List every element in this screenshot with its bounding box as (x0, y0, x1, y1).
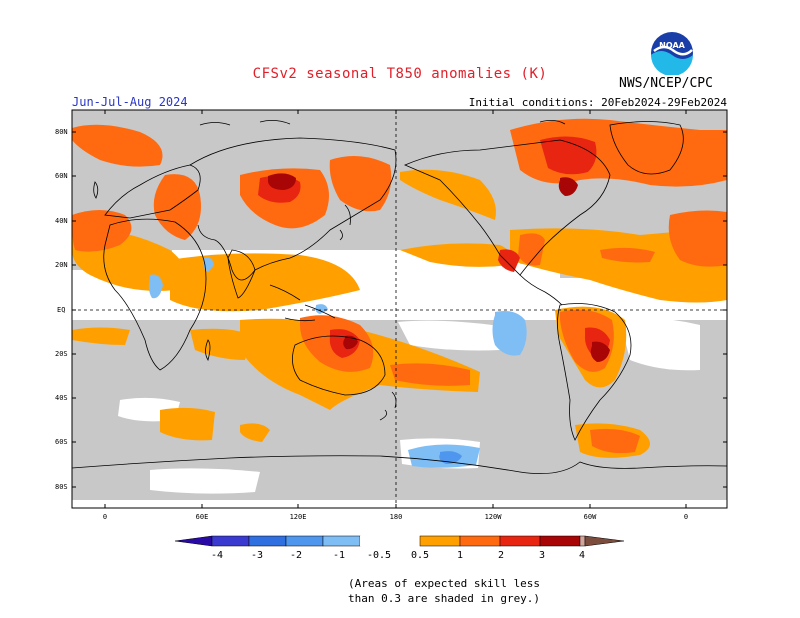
season-label: Jun-Jul-Aug 2024 (72, 95, 188, 109)
map-title: CFSv2 seasonal T850 anomalies (K) (252, 66, 548, 82)
lon-label: 120E (290, 513, 307, 521)
colorbar-swatch (322, 535, 361, 547)
coastlines (72, 120, 727, 474)
footnote-line: (Areas of expected skill less (348, 577, 541, 590)
colorbar-swatch (499, 535, 541, 547)
lon-label: 180 (390, 513, 403, 521)
colorbar-label: -2 (290, 550, 302, 561)
anomaly-neg-1-2 (439, 451, 462, 464)
anomaly-neg-0.5-1 (148, 257, 527, 468)
near-normal-regions (118, 255, 727, 494)
colorbar-swatch (211, 535, 250, 547)
anomaly-3-4 (268, 173, 610, 362)
colorbar-label: 1 (457, 550, 463, 561)
colorbar-label: -0.5 (367, 550, 391, 561)
colorbar-swatch (419, 535, 461, 547)
colorbar-label: -3 (251, 550, 263, 561)
lat-label: 40S (55, 394, 68, 402)
svg-text:NOAA: NOAA (659, 41, 685, 50)
lat-label: 60N (55, 172, 68, 180)
lat-label: 60S (55, 438, 68, 446)
organization-label: NWS/NCEP/CPC (619, 76, 713, 91)
lon-label: 60W (584, 513, 597, 521)
lat-label: 80N (55, 128, 68, 136)
colorbar-label: 4 (579, 550, 585, 561)
colorbar-swatch (459, 535, 501, 547)
lon-label: 120W (485, 513, 503, 521)
longitude-axis: 0 60E 120E 180 120W 60W 0 (103, 110, 688, 521)
colorbar-label: 2 (498, 550, 504, 561)
colorbar-swatch-neutral (360, 536, 420, 546)
lat-label: EQ (57, 306, 65, 314)
colorbar-label: 0.5 (411, 550, 429, 561)
colorbar-label: -1 (333, 550, 345, 561)
colorbar-label: -4 (211, 550, 223, 561)
lat-label: 20N (55, 261, 68, 269)
colorbar-swatch (248, 535, 287, 547)
lon-label: 60E (196, 513, 209, 521)
colorbar-cap-high (584, 535, 625, 547)
colorbar-swatch (579, 535, 586, 547)
lon-label: 0 (684, 513, 688, 521)
initial-conditions-label: Initial conditions: 20Feb2024-29Feb2024 (468, 96, 727, 109)
colorbar: -4 -3 -2 -1 -0.5 0.5 1 2 3 4 (174, 535, 625, 561)
colorbar-label: 3 (539, 550, 545, 561)
lon-label: 0 (103, 513, 107, 521)
latitude-axis: 80N 60N 40N 20N EQ 20S 40S 60S 80S (55, 128, 727, 491)
lat-label: 20S (55, 350, 68, 358)
lat-label: 40N (55, 217, 68, 225)
skill-footnote: (Areas of expected skill less than 0.3 a… (348, 576, 540, 606)
map-frame (71, 109, 728, 509)
footnote-line: than 0.3 are shaded in grey.) (348, 592, 541, 605)
colorbar-cap-low (174, 535, 213, 547)
noaa-logo-icon: NOAA (651, 32, 693, 75)
lat-label: 80S (55, 483, 68, 491)
colorbar-swatch (539, 535, 581, 547)
colorbar-swatch (285, 535, 324, 547)
